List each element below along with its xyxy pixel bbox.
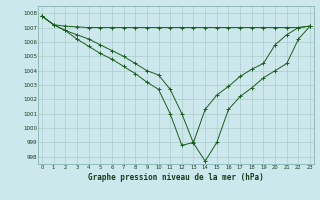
X-axis label: Graphe pression niveau de la mer (hPa): Graphe pression niveau de la mer (hPa) [88,173,264,182]
